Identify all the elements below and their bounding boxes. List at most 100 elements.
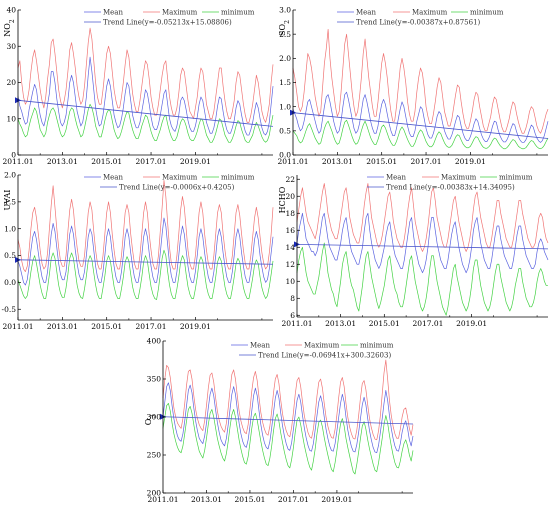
hcho-trend-line: [296, 243, 549, 250]
hcho-chart: 6 8 10 12 14 16 18 20 22 2011.01 2013.01 2015.01 201…: [278, 174, 549, 328]
no2-legend: Mean Maximum minimum Trend Line(y=-0.052…: [84, 9, 255, 27]
no2-series-maximum: [17, 27, 274, 123]
o3-x-tick-label: 2011.01: [147, 495, 178, 504]
so2-x-tick-label: 2015.01: [366, 157, 397, 166]
hcho-y-tick-label: 16: [285, 226, 295, 235]
o3-y-tick-label: 250: [147, 451, 162, 460]
o3-x-tick-label: 2019.01: [321, 495, 352, 504]
so2-x-tick-label: 2013.01: [322, 157, 353, 166]
hcho-y-tick-label: 18: [285, 209, 295, 218]
hcho-x-tick-label: 2011.01: [281, 319, 312, 328]
so2-y-tick-label: 0.5: [279, 126, 291, 135]
o3-y-tick-label: 350: [147, 375, 162, 384]
so2-chart: 0.0 0.5 1.0 1.5 2.0 2.5 3.0 2011.01 2013.01 2015.…: [277, 6, 549, 166]
uvai-series-mean: [17, 217, 274, 286]
legend-label-trend: Trend Line(y=-0.06941x+300.32603): [258, 352, 391, 360]
legend-label-trend: Trend Line(y=-0.00387x+0.87561): [356, 19, 481, 27]
o3-y-tick-label: 300: [147, 413, 162, 422]
so2-x-tick-label: 2019.01: [455, 157, 486, 166]
o3-chart: 200 250 300 350 400 2011.01 2013.01 2015.01 2017…: [144, 337, 414, 504]
so2-series-mean: [292, 91, 549, 143]
so2-series-minimum: [292, 119, 549, 150]
hcho-series-minimum: [296, 242, 548, 316]
uvai-legend: Mean Maximum minimum Trend Line(y=-0.000…: [84, 174, 255, 192]
hcho-y-tick-label: 6: [290, 311, 295, 320]
no2-x-tick-label: 2017.01: [136, 157, 167, 166]
uvai-y-label: UVAI: [3, 190, 12, 211]
legend-label-maximum: Maximum: [441, 174, 477, 182]
hcho-y-tick-label: 20: [285, 192, 295, 201]
so2-trend-line: [292, 112, 549, 139]
so2-y-tick-label: 2.0: [279, 54, 291, 63]
o3-x-tick-label: 2013.01: [191, 495, 222, 504]
hcho-x-tick-label: 2013.01: [325, 319, 356, 328]
so2-y-tick-label: 3.0: [279, 6, 291, 15]
hcho-series-maximum: [296, 183, 549, 252]
so2-x-tick-label: 2017.01: [411, 157, 442, 166]
hcho-y-tick-label: 8: [290, 294, 295, 303]
o3-series-mean: [162, 382, 414, 454]
uvai-series-maximum: [17, 180, 274, 273]
legend-label-maximum: Maximum: [162, 174, 198, 182]
uvai-x-tick-label: 2019.01: [180, 322, 211, 331]
o3-trend-line: [162, 416, 414, 425]
legend-label-maximum: Maximum: [412, 9, 448, 17]
legend-label-minimum: minimum: [221, 9, 255, 17]
legend-label-mean: Mean: [356, 9, 376, 17]
legend-label-minimum: minimum: [499, 174, 533, 182]
so2-legend: Mean Maximum minimum Trend Line(y=-0.003…: [337, 9, 504, 27]
legend-label-mean: Mean: [386, 174, 406, 182]
hcho-y-tick-label: 10: [285, 277, 295, 286]
legend-label-maximum: Maximum: [304, 342, 340, 350]
uvai-x-tick-label: 2013.01: [47, 322, 78, 331]
hcho-y-tick-label: 12: [285, 260, 295, 269]
no2-y-tick-label: 40: [6, 6, 16, 15]
no2-y-tick-label: 0: [11, 151, 16, 160]
legend-label-minimum: minimum: [360, 342, 394, 350]
uvai-y-tick-label: 0.0: [4, 278, 16, 287]
legend-label-trend: Trend Line(y=-0.0006x+0.4205): [119, 184, 235, 192]
so2-y-tick-label: 1.5: [279, 78, 291, 87]
o3-y-tick-label: 400: [147, 337, 162, 346]
hcho-y-tick-label: 14: [285, 243, 295, 252]
uvai-y-tick-label: -0.5: [2, 305, 17, 314]
legend-label-trend: Trend Line(y=-0.00383x+14.34095): [386, 184, 515, 192]
o3-legend: Mean Maximum minimum Trend Line(y=-0.069…: [231, 342, 394, 360]
uvai-y-tick-label: 1.5: [4, 197, 16, 206]
no2-y-tick-label: 20: [6, 78, 16, 87]
hcho-x-tick-label: 2017.01: [412, 319, 443, 328]
uvai-x-tick-label: 2015.01: [91, 322, 122, 331]
legend-label-minimum: minimum: [221, 174, 255, 182]
so2-y-tick-label: 1.0: [279, 102, 291, 111]
uvai-y-tick-label: 1.0: [4, 224, 16, 233]
so2-x-tick-label: 2011.01: [277, 157, 308, 166]
no2-x-tick-label: 2015.01: [91, 157, 122, 166]
so2-y-label: SO2: [278, 20, 291, 36]
o3-x-tick-label: 2015.01: [234, 495, 265, 504]
legend-label-mean: Mean: [103, 174, 123, 182]
hcho-legend: Mean Maximum minimum Trend Line(y=-0.003…: [367, 174, 533, 192]
hcho-y-label: HCHO: [278, 186, 287, 213]
legend-label-mean: Mean: [250, 342, 270, 350]
o3-x-tick-label: 2017.01: [278, 495, 309, 504]
no2-x-tick-label: 2011.01: [2, 157, 33, 166]
hcho-x-tick-label: 2019.01: [456, 319, 487, 328]
hcho-x-tick-label: 2015.01: [369, 319, 400, 328]
legend-label-maximum: Maximum: [162, 9, 198, 17]
no2-series-mean: [17, 56, 274, 136]
legend-label-minimum: minimum: [470, 9, 504, 17]
no2-trend-line: [17, 99, 274, 127]
uvai-y-tick-label: 0.5: [4, 251, 16, 260]
no2-y-tick-label: 10: [6, 114, 16, 123]
o3-y-tick-label: 200: [147, 489, 162, 498]
so2-y-tick-label: 0.0: [279, 151, 291, 160]
o3-series-minimum: [162, 402, 414, 475]
no2-chart: 0 10 20 30 40 2011.01 2013.01 2015.01 2017.01 201…: [2, 6, 274, 166]
uvai-trend-line: [17, 259, 274, 265]
legend-label-trend: Trend Line(y=-0.05213x+15.08806): [103, 19, 232, 27]
uvai-y-tick-label: 2.0: [4, 171, 16, 180]
uvai-x-tick-label: 2017.01: [136, 322, 167, 331]
so2-series-maximum: [292, 28, 549, 134]
no2-x-tick-label: 2019.01: [180, 157, 211, 166]
